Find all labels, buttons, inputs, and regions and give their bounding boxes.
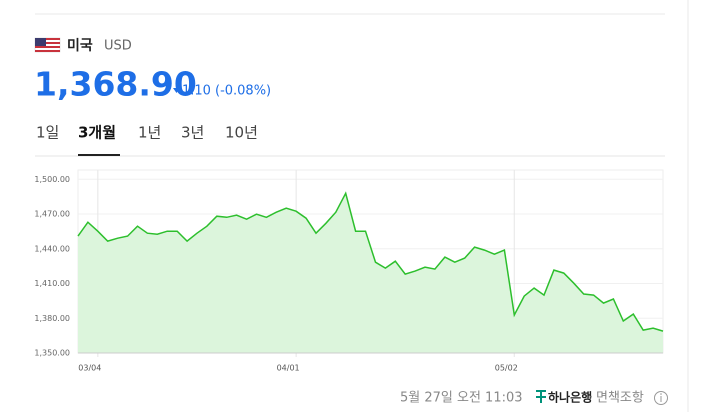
- change-percent: (-0.08%): [215, 84, 271, 99]
- x-tick-label: 04/01: [277, 364, 300, 373]
- bank-logo: [536, 390, 546, 403]
- x-tick-label: 05/02: [495, 364, 518, 373]
- separator: ·: [589, 391, 593, 406]
- area-fill: [78, 193, 663, 353]
- tab[interactable]: 3개월: [78, 124, 116, 142]
- y-tick-label: 1,470.00: [34, 210, 70, 219]
- y-tick-label: 1,410.00: [34, 279, 70, 288]
- tab[interactable]: 3년: [181, 124, 204, 142]
- tab[interactable]: 1년: [138, 124, 161, 142]
- down-arrow: [173, 88, 180, 93]
- y-tick-label: 1,350.00: [34, 349, 70, 358]
- currency: USD: [104, 39, 132, 54]
- bank-name: 하나은행: [548, 390, 592, 405]
- timestamp: 5월 27일 오전 11:03: [400, 391, 523, 406]
- flag: [34, 37, 61, 53]
- tab[interactable]: 10년: [225, 124, 258, 142]
- change: 1.10: [182, 84, 211, 99]
- info-icon[interactable]: [654, 391, 668, 405]
- price: 1,368.90: [34, 65, 197, 104]
- x-tick-label: 03/04: [78, 364, 101, 373]
- y-tick-label: 1,380.00: [34, 314, 70, 323]
- tab[interactable]: 1일: [36, 124, 59, 142]
- price-line: [77, 191, 664, 332]
- disclaimer[interactable]: 면책조항: [596, 391, 644, 406]
- y-tick-label: 1,440.00: [34, 244, 70, 253]
- y-tick-label: 1,500.00: [34, 175, 70, 184]
- country: 미국: [67, 38, 93, 54]
